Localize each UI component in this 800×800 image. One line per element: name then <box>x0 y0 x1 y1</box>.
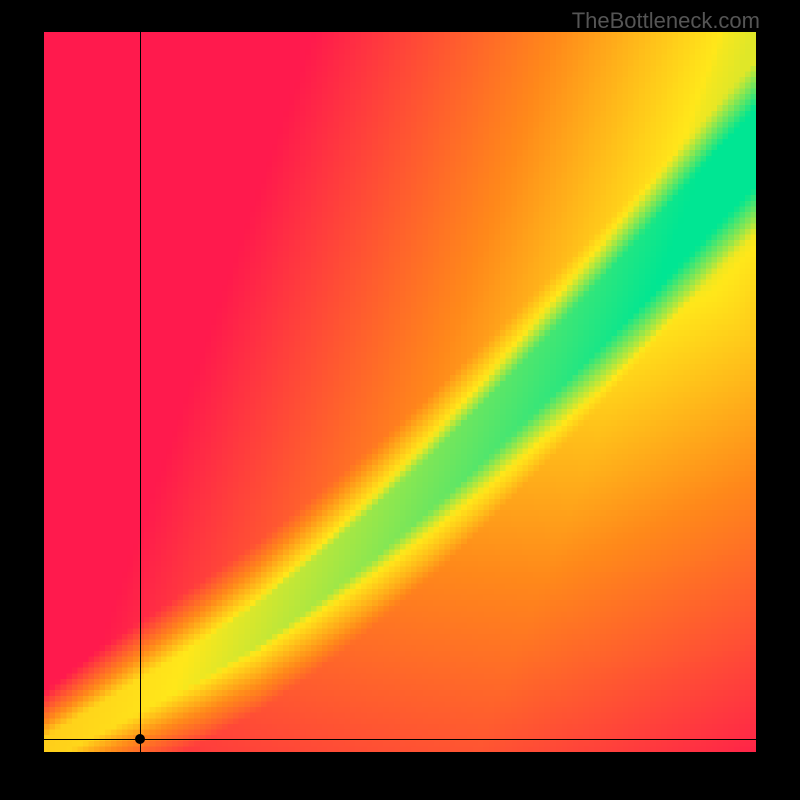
crosshair-horizontal <box>44 739 756 740</box>
heatmap-canvas <box>44 32 756 752</box>
marker-point <box>135 734 145 744</box>
watermark-text: TheBottleneck.com <box>572 8 760 34</box>
crosshair-vertical <box>140 32 141 752</box>
heatmap-plot <box>44 32 756 752</box>
